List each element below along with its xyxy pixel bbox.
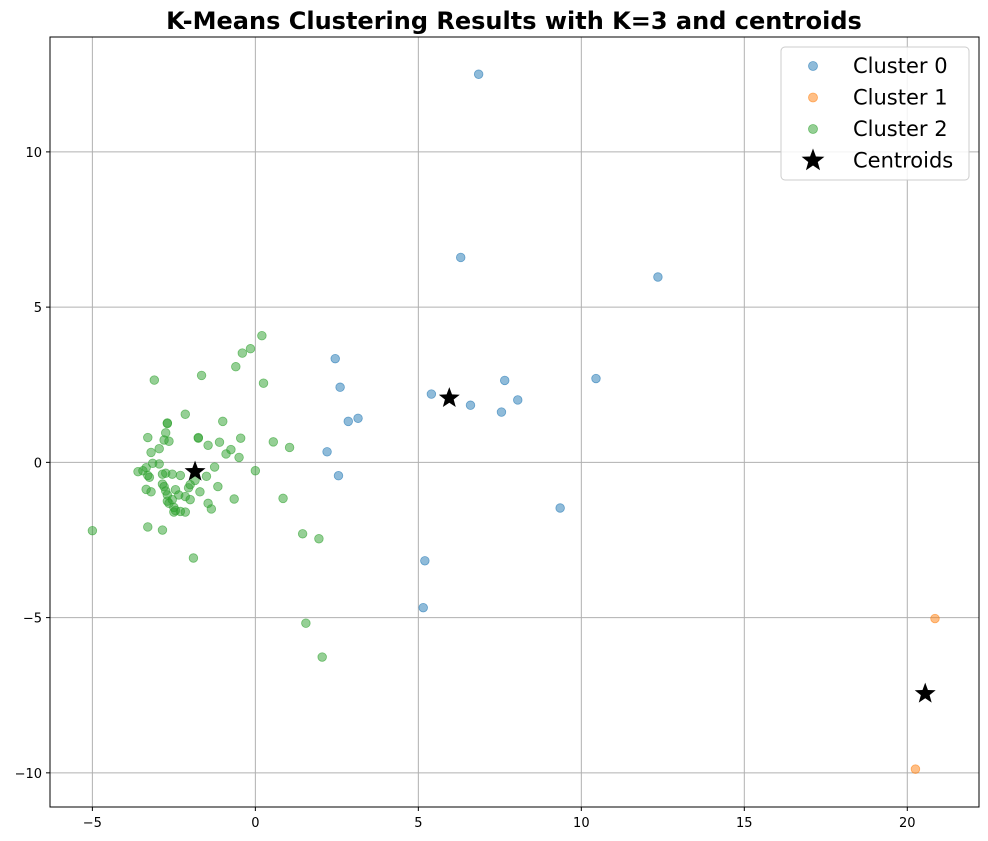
legend-label: Centroids <box>853 149 953 173</box>
cluster-2-point <box>218 416 228 427</box>
cluster-0-point <box>473 69 484 79</box>
cluster-2-point <box>133 466 143 477</box>
cluster-2-point <box>144 472 155 482</box>
cluster-2-point <box>317 652 327 662</box>
cluster-0-point <box>496 407 507 417</box>
cluster-2-point <box>209 462 220 472</box>
cluster-2-point <box>257 330 267 341</box>
cluster-2-point <box>146 447 156 458</box>
cluster-2-point <box>167 469 177 479</box>
cluster-0-point <box>555 503 565 513</box>
cluster-2-point <box>206 504 217 514</box>
x-tick-label: −5 <box>83 816 102 831</box>
cluster-2-point <box>314 534 324 544</box>
cluster-0-point <box>330 353 340 364</box>
cluster-0-point <box>465 400 476 410</box>
cluster-0-point <box>513 395 523 405</box>
cluster-0-point <box>353 413 363 423</box>
cluster-2-point <box>195 487 205 497</box>
cluster-2-point <box>143 522 153 532</box>
legend-marker-cluster-0 <box>808 61 818 71</box>
cluster-0-point <box>456 252 466 263</box>
cluster-2-point <box>235 433 246 443</box>
cluster-2-point <box>221 449 231 459</box>
cluster-2-point <box>258 378 269 388</box>
cluster-0-point <box>322 447 332 457</box>
data-points <box>87 69 940 774</box>
x-tick-label: 0 <box>251 816 259 831</box>
cluster-2-point <box>250 466 261 476</box>
cluster-2-point <box>203 440 213 450</box>
x-tick-label: 20 <box>899 816 916 831</box>
cluster-2-point <box>157 469 168 479</box>
cluster-0-point <box>335 382 345 392</box>
cluster-2-point <box>154 444 164 454</box>
cluster-2-point <box>164 436 174 446</box>
cluster-2-point <box>193 433 204 443</box>
legend-label: Cluster 2 <box>853 117 948 141</box>
cluster-2-point <box>180 409 190 419</box>
cluster-2-point <box>268 437 278 447</box>
x-tick-label: 15 <box>736 816 753 831</box>
y-tick-label: 5 <box>34 301 42 316</box>
chart-title: K-Means Clustering Results with K=3 and … <box>166 7 862 35</box>
cluster-2-point <box>149 375 160 385</box>
cluster-0-point <box>500 375 510 386</box>
cluster-2-point <box>169 507 179 517</box>
y-tick-label: −5 <box>23 612 42 627</box>
plot-frame <box>49 36 980 808</box>
cluster-2-point <box>284 442 295 453</box>
cluster-1-point <box>930 613 940 624</box>
cluster-2-point <box>229 494 239 504</box>
cluster-0-point <box>653 272 663 282</box>
cluster-0-point <box>426 389 437 399</box>
cluster-0-point <box>333 471 344 481</box>
axis-ticks: −5 0 5 10 15 20 −10 −5 0 5 10 <box>15 146 916 831</box>
cluster-2-point <box>162 418 173 429</box>
cluster-0-point <box>591 373 601 384</box>
legend-marker-centroids <box>801 148 825 171</box>
cluster-2-point <box>301 618 311 628</box>
cluster-1-point <box>910 764 921 774</box>
legend-marker-cluster-1 <box>808 92 818 103</box>
cluster-2-point <box>196 370 207 381</box>
cluster-2-point <box>213 481 223 492</box>
centroid-markers <box>184 387 936 703</box>
cluster-2-point <box>201 471 212 482</box>
y-tick-label: 0 <box>34 456 42 471</box>
cluster-2-point <box>297 529 308 539</box>
cluster-0-point <box>343 416 353 427</box>
y-tick-label: −10 <box>15 767 42 782</box>
x-tick-label: 10 <box>573 816 590 831</box>
centroid-star-marker <box>914 682 936 703</box>
cluster-2-point <box>175 470 186 481</box>
y-tick-label: 10 <box>25 146 42 161</box>
cluster-2-point <box>188 553 199 563</box>
cluster-2-point <box>231 362 241 372</box>
legend-label: Cluster 1 <box>853 86 948 110</box>
legend: Cluster 0 Cluster 1 Cluster 2 Centroids <box>780 46 970 181</box>
cluster-2-point <box>87 525 98 536</box>
cluster-2-point <box>146 487 156 497</box>
cluster-2-point <box>185 494 195 505</box>
legend-marker-cluster-2 <box>808 124 818 134</box>
cluster-2-point <box>214 437 225 447</box>
cluster-0-point <box>420 556 430 566</box>
cluster-2-point <box>234 452 244 463</box>
cluster-2-point <box>157 525 168 535</box>
cluster-2-point <box>143 432 153 443</box>
legend-label: Cluster 0 <box>853 54 948 78</box>
cluster-2-point <box>278 493 288 504</box>
centroid-star-marker <box>184 460 206 481</box>
cluster-2-point <box>237 348 248 358</box>
cluster-2-point <box>183 483 194 493</box>
legend-box <box>780 46 970 181</box>
cluster-2-point <box>147 458 158 468</box>
cluster-2-point <box>245 344 256 354</box>
x-tick-label: 5 <box>414 816 422 831</box>
cluster-0-point <box>418 602 428 613</box>
cluster-2-point <box>180 507 190 517</box>
centroid-star-marker <box>438 387 460 407</box>
